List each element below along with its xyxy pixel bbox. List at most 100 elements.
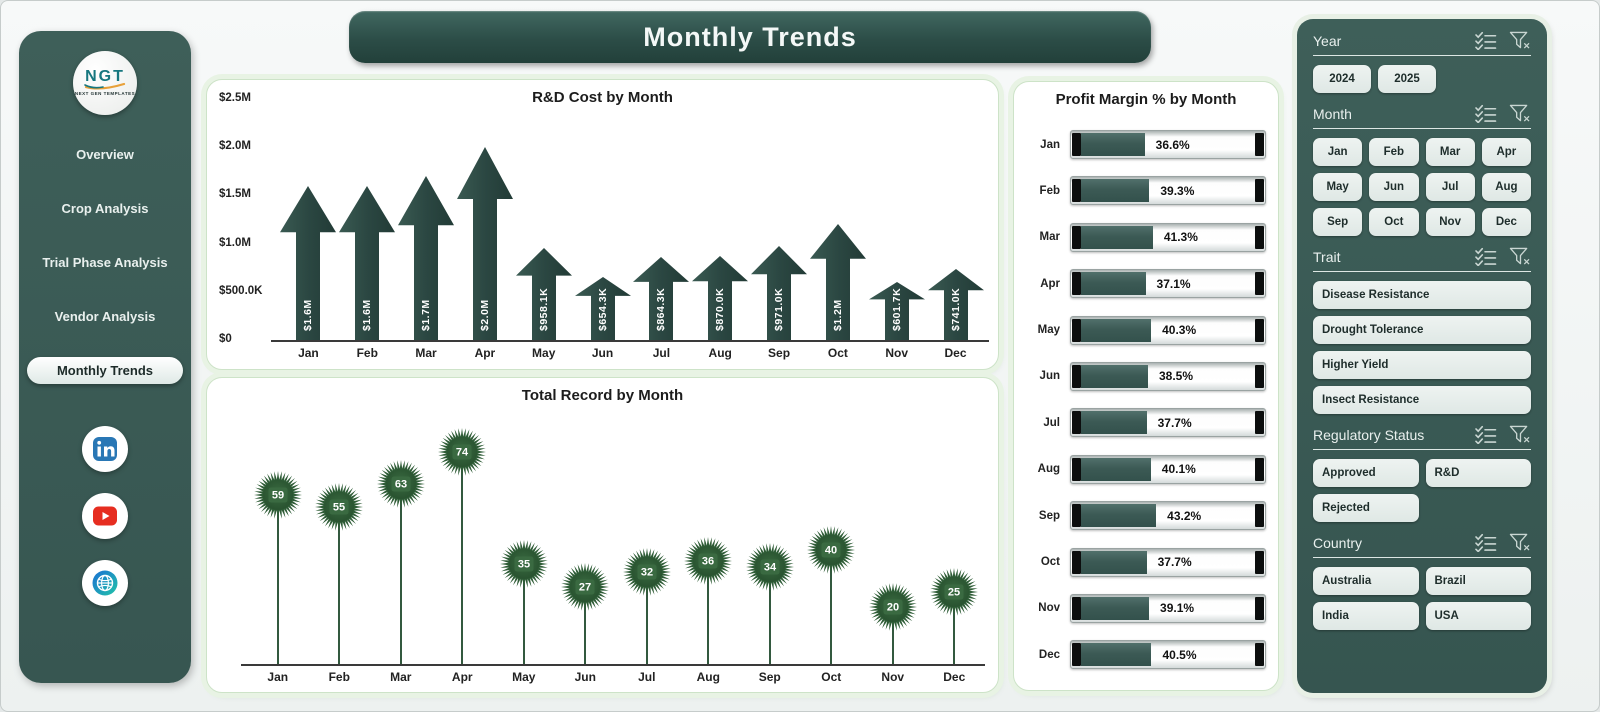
tr-starburst-marker[interactable]: 32 [622,547,672,597]
pm-bar-track[interactable]: 40.1% [1070,454,1266,484]
filter-option-apr[interactable]: Apr [1481,138,1531,166]
tr-starburst-marker[interactable]: 20 [868,582,918,632]
pm-bar-fill [1081,596,1150,620]
tr-month-label: Apr [451,670,473,684]
linkedin-icon[interactable] [82,426,128,472]
filter-option-oct[interactable]: Oct [1369,208,1419,236]
rd-arrow-bar[interactable]: $1.7M [398,176,455,340]
multi-select-icon[interactable] [1474,247,1497,266]
rd-arrow-bar[interactable]: $870.0K [692,256,749,340]
filter-option-usa[interactable]: USA [1425,602,1531,630]
sidebar-item-vendor-analysis[interactable]: Vendor Analysis [54,309,156,324]
clear-filter-icon[interactable] [1509,425,1531,444]
tr-month-label: Jul [638,670,656,684]
pm-bar-track[interactable]: 40.3% [1070,315,1266,345]
filter-option-india[interactable]: India [1313,602,1419,630]
pm-bar-track[interactable]: 37.1% [1070,269,1266,299]
tr-starburst-marker[interactable]: 55 [314,482,364,532]
filter-option-nov[interactable]: Nov [1425,208,1475,236]
website-globe-icon[interactable] [82,560,128,606]
filter-section-divider [1313,449,1531,450]
pm-bar-track[interactable]: 39.1% [1070,593,1266,623]
filter-option-dec[interactable]: Dec [1481,208,1531,236]
rd-arrow-bar[interactable]: $864.3K [633,257,690,340]
pm-bar-track[interactable]: 37.7% [1070,408,1266,438]
multi-select-icon[interactable] [1474,425,1497,444]
rd-month-label: Nov [885,346,909,360]
filter-option-aug[interactable]: Aug [1481,173,1531,201]
pm-bar-track[interactable]: 39.3% [1070,176,1266,206]
youtube-icon[interactable] [82,493,128,539]
filter-section-month: Month Jan Feb Mar Apr May Jun Jul Aug Sep Oct Nov D… [1313,104,1531,236]
tr-starburst-marker[interactable]: 74 [437,427,487,477]
multi-select-icon[interactable] [1474,31,1497,50]
filter-option-2025[interactable]: 2025 [1378,65,1436,93]
rd-bar-column: $741.0K [926,269,985,340]
rd-arrow-bar[interactable]: $958.1K [515,248,572,340]
tr-starburst-marker[interactable]: 25 [929,567,979,617]
pm-bar-track[interactable]: 41.3% [1070,222,1266,252]
filter-section-divider [1313,557,1531,558]
sidebar-item-monthly-trends[interactable]: Monthly Trends [27,357,183,384]
filter-option-insect-resistance[interactable]: Insect Resistance [1313,386,1531,414]
filter-option-mar[interactable]: Mar [1425,138,1475,166]
rd-arrow-bar[interactable]: $601.7K [868,282,925,340]
clear-filter-icon[interactable] [1509,104,1531,123]
filter-option-jul[interactable]: Jul [1425,173,1475,201]
sidebar-item-crop-analysis[interactable]: Crop Analysis [61,201,149,216]
sidebar-item-trial-phase-analysis[interactable]: Trial Phase Analysis [42,255,168,270]
clear-filter-icon[interactable] [1509,533,1531,552]
pm-right-cap [1255,318,1264,342]
tr-starburst-marker[interactable]: 34 [745,542,795,592]
tr-starburst-marker[interactable]: 40 [806,525,856,575]
clear-filter-icon[interactable] [1509,247,1531,266]
tr-starburst-marker[interactable]: 36 [683,536,733,586]
pm-month-label: Jun [1039,370,1060,383]
pm-bar-track[interactable]: 36.6% [1070,130,1266,159]
filter-option-drought-tolerance[interactable]: Drought Tolerance [1313,316,1531,344]
pm-bar-track[interactable]: 37.7% [1070,547,1266,577]
multi-select-icon[interactable] [1474,104,1497,123]
pm-value-label: 40.1% [1161,462,1196,477]
filter-option-feb[interactable]: Feb [1369,138,1419,166]
filter-section-header: Trait [1313,247,1531,266]
tr-starburst-marker[interactable]: 63 [376,459,426,509]
rd-arrow-bar[interactable]: $971.0K [751,246,808,340]
filter-option-rejected[interactable]: Rejected [1313,494,1419,522]
sidebar-item-overview[interactable]: Overview [76,147,134,162]
filter-option-jun[interactable]: Jun [1369,173,1419,201]
tr-stem [338,507,341,664]
filter-option-approved[interactable]: Approved [1313,459,1419,487]
tr-stem [645,572,648,664]
tr-starburst-marker[interactable]: 59 [253,470,303,520]
rd-arrow-bar[interactable]: $1.2M [809,224,866,340]
filter-option-may[interactable]: May [1313,173,1363,201]
rd-y-tick-label: $2.0M [219,140,251,153]
multi-select-icon[interactable] [1474,533,1497,552]
pm-bar-track[interactable]: 43.2% [1070,501,1266,531]
filter-option-r-d[interactable]: R&D [1425,459,1531,487]
pm-bar-track[interactable]: 38.5% [1070,361,1266,391]
filter-option-australia[interactable]: Australia [1313,567,1419,595]
tr-stem [768,567,771,664]
rd-arrow-bar[interactable]: $2.0M [456,147,513,340]
rd-arrow-bar[interactable]: $1.6M [339,186,396,340]
filter-option-disease-resistance[interactable]: Disease Resistance [1313,281,1531,309]
rd-arrow-bar[interactable]: $654.3K [574,277,631,340]
tr-starburst-marker[interactable]: 35 [499,539,549,589]
rd-arrow-bar[interactable]: $1.6M [280,186,337,340]
filter-option-sep[interactable]: Sep [1313,208,1363,236]
pm-value-label: 41.3% [1163,230,1198,245]
rd-bar-value-label: $864.3K [655,288,667,331]
filter-option-jan[interactable]: Jan [1313,138,1363,166]
rd-arrow-bar[interactable]: $741.0K [927,269,984,340]
tr-month-label: Aug [696,670,720,684]
filter-option-2024[interactable]: 2024 [1313,65,1371,93]
tr-starburst-marker[interactable]: 27 [560,562,610,612]
pm-bar-track[interactable]: 40.5% [1070,640,1266,670]
pm-bar-inner: 36.6% [1081,133,1255,156]
logo-swoosh-icon [84,82,126,90]
filter-option-brazil[interactable]: Brazil [1425,567,1531,595]
filter-option-higher-yield[interactable]: Higher Yield [1313,351,1531,379]
clear-filter-icon[interactable] [1509,31,1531,50]
